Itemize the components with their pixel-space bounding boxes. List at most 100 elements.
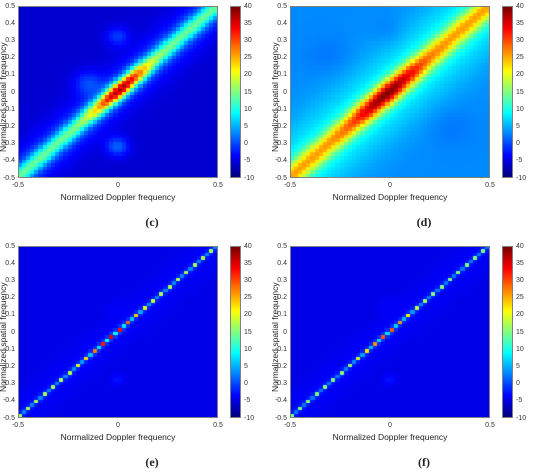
colorbar-tick-label: 0: [244, 140, 248, 148]
colorbar-tick-label: 35: [244, 19, 252, 27]
y-tick-label: -0.2: [2, 362, 15, 370]
colorbar-tick-label: 5: [244, 362, 248, 370]
panel-caption: (c): [145, 215, 159, 229]
panel-d: 0.5 0.4 0.3 0.2 0.1 0 -0.1 -0.2 -0.3 -0.4 -0.5 -0.5…: [270, 2, 545, 236]
y-axis-label: Normalized spatial frequency: [0, 282, 8, 392]
y-tick-label: -0.2: [274, 362, 287, 370]
y-axis-label: Normalized spatial frequency: [0, 42, 8, 152]
x-axis-label: Normalized Doppler frequency: [332, 192, 448, 202]
y-tick-label: 0.1: [5, 311, 15, 319]
colorbar-tick-label: 25: [516, 54, 524, 62]
y-tick-label: -0.2: [274, 122, 287, 130]
colorbar-tick-label: 40: [516, 2, 524, 10]
y-tick-label: 0.5: [277, 2, 287, 10]
x-tick-label: 0.5: [213, 182, 223, 189]
y-tick-label: -0.3: [274, 140, 287, 148]
heatmap-plot: [18, 6, 218, 178]
y-tick-label: -0.3: [2, 380, 15, 388]
y-tick-label: 0.1: [5, 71, 15, 79]
heatmap-plot: [18, 246, 218, 418]
x-tick-label: -0.5: [11, 422, 25, 429]
colorbar-tick-label: 40: [244, 2, 252, 10]
y-tick-label: -0.3: [274, 380, 287, 388]
colorbar-tick-label: -5: [244, 157, 251, 165]
x-tick-label: -0.5: [11, 182, 25, 189]
colorbar-tick-label: 20: [516, 71, 524, 79]
x-tick-label: -0.5: [283, 182, 297, 189]
heatmap-plot: [290, 6, 490, 178]
colorbar-tick-label: 40: [244, 242, 252, 250]
y-tick-label: -0.3: [2, 140, 15, 148]
x-tick-label: -0.5: [283, 422, 297, 429]
y-tick-label: 0.1: [277, 71, 287, 79]
x-tick-label: 0: [388, 182, 392, 189]
x-tick-label: 0: [116, 182, 120, 189]
colorbar-tick-label: 20: [244, 311, 252, 319]
panel-c: 0.5 0.4 0.3 0.2 0.1 0 -0.1 -0.2 -0.3 -0.4 -0.5 -0.5…: [0, 2, 273, 236]
colorbar: [230, 246, 241, 418]
x-tick-label: 0: [116, 422, 120, 429]
colorbar-tick-label: 15: [516, 328, 524, 336]
colorbar-tick-label: 0: [516, 140, 520, 148]
y-tick-label: 0.5: [277, 242, 287, 250]
y-tick-label: 0.3: [277, 276, 287, 284]
colorbar-tick-label: -10: [516, 174, 527, 182]
y-tick-label: 0: [283, 328, 287, 336]
y-tick-label: 0: [11, 328, 15, 336]
x-tick-label: 0.5: [213, 422, 223, 429]
y-tick-label: 0: [11, 88, 15, 96]
colorbar-tick-label: 5: [244, 122, 248, 130]
y-axis-label: Normalized spatial frequency: [270, 282, 280, 392]
y-axis-label: Normalized spatial frequency: [270, 42, 280, 152]
y-tick-label: 0.4: [277, 19, 287, 27]
y-tick-label: -0.2: [2, 122, 15, 130]
colorbar-tick-label: 30: [516, 36, 524, 44]
colorbar-tick-label: 15: [244, 328, 252, 336]
colorbar-tick-label: 5: [516, 122, 520, 130]
y-tick-label: -0.5: [274, 414, 287, 422]
y-tick-label: 0: [283, 88, 287, 96]
panel-f: 0.5 0.4 0.3 0.2 0.1 0 -0.1 -0.2 -0.3 -0.4 -0.5 -0.5…: [270, 242, 545, 476]
colorbar-tick-label: -5: [244, 397, 251, 405]
colorbar-tick-label: 25: [244, 54, 252, 62]
colorbar-tick-label: -10: [516, 414, 527, 422]
colorbar-tick-label: 10: [244, 105, 252, 113]
colorbar-tick-label: -10: [244, 414, 255, 422]
y-tick-label: 0.5: [5, 242, 15, 250]
y-tick-label: -0.5: [2, 174, 15, 182]
colorbar-tick-label: 35: [516, 259, 524, 267]
y-tick-label: 0.1: [277, 311, 287, 319]
y-tick-label: 0.3: [5, 36, 15, 44]
colorbar-tick-label: 10: [516, 345, 524, 353]
y-tick-label: -0.4: [2, 157, 15, 165]
colorbar-tick-label: 25: [244, 294, 252, 302]
panel-caption: (e): [145, 455, 159, 469]
panel-caption: (d): [416, 215, 432, 229]
colorbar-tick-label: 15: [244, 88, 252, 96]
y-tick-label: 0.2: [5, 54, 15, 62]
y-tick-label: 0.2: [5, 294, 15, 302]
colorbar-tick-label: 35: [516, 19, 524, 27]
y-tick-label: 0.3: [5, 276, 15, 284]
colorbar-tick-label: 10: [516, 105, 524, 113]
panel-caption: (f): [418, 455, 430, 469]
x-tick-label: 0.5: [485, 422, 495, 429]
colorbar-tick-label: -10: [244, 174, 255, 182]
y-tick-label: 0.4: [277, 259, 287, 267]
colorbar-tick-label: 10: [244, 345, 252, 353]
colorbar: [502, 246, 513, 418]
y-tick-label: 0.5: [5, 2, 15, 10]
y-tick-label: 0.3: [277, 36, 287, 44]
colorbar-tick-label: 40: [516, 242, 524, 250]
x-axis-label: Normalized Doppler frequency: [60, 192, 176, 202]
colorbar-tick-label: 30: [244, 276, 252, 284]
x-tick-label: 0: [388, 422, 392, 429]
colorbar-tick-label: 30: [516, 276, 524, 284]
heatmap-plot: [290, 246, 490, 418]
colorbar-tick-label: 0: [244, 380, 248, 388]
colorbar-tick-label: 35: [244, 259, 252, 267]
y-tick-label: -0.4: [274, 397, 287, 405]
colorbar: [502, 6, 513, 178]
colorbar-tick-label: 30: [244, 36, 252, 44]
x-axis-label: Normalized Doppler frequency: [332, 432, 448, 442]
